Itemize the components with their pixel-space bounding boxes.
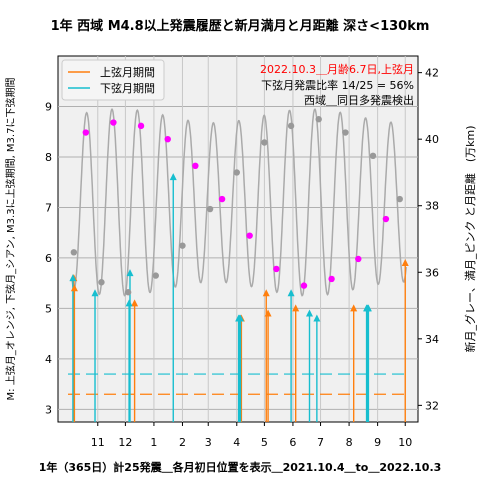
- full-moon-point: [192, 162, 199, 169]
- waning-quake-marker: [236, 314, 244, 322]
- new-moon-point: [98, 279, 105, 286]
- new-moon-point: [124, 289, 132, 296]
- new-moon-point: [233, 169, 240, 176]
- y-tick-right: 40: [425, 133, 439, 146]
- x-tick-label: 2: [179, 436, 186, 449]
- waxing-quake-marker: [264, 309, 272, 317]
- y-tick-left: 3: [45, 403, 52, 416]
- x-tick-label: 10: [398, 436, 412, 449]
- new-moon-point: [342, 129, 349, 136]
- legend-label-waxing: 上弦月期間: [100, 65, 155, 79]
- new-moon-point: [206, 205, 214, 213]
- waning-quake-marker: [169, 173, 177, 181]
- y-tick-left: 4: [45, 353, 52, 366]
- waning-quake-marker: [287, 289, 295, 297]
- full-moon-point: [246, 232, 253, 239]
- full-moon-point: [273, 265, 280, 273]
- annotation-cluster: 西域＿同日多発震検出: [304, 93, 414, 107]
- x-tick-label: 11: [91, 436, 105, 449]
- new-moon-point: [179, 242, 186, 249]
- y-tick-right: 38: [425, 200, 439, 213]
- x-tick-label: 6: [289, 436, 296, 449]
- new-moon-point: [152, 272, 159, 279]
- legend-box: [61, 59, 165, 101]
- y-tick-right: 36: [425, 266, 439, 279]
- full-moon-point: [328, 275, 335, 283]
- waning-quake-marker: [313, 314, 321, 322]
- y-tick-left: 8: [45, 151, 52, 164]
- new-moon-point: [396, 195, 403, 203]
- y-tick-left: 7: [45, 201, 52, 214]
- new-moon-point: [70, 249, 78, 256]
- new-moon-point: [369, 152, 377, 160]
- moon-distance-curve: [71, 107, 407, 297]
- full-moon-point: [164, 135, 171, 143]
- y-tick-right: 42: [425, 67, 439, 80]
- x-tick-label: 9: [374, 436, 381, 449]
- new-moon-point: [261, 139, 268, 146]
- full-moon-point: [82, 129, 90, 136]
- legend: 上弦月期間 下弦月期間: [61, 59, 165, 101]
- y-tick-left: 5: [45, 302, 52, 315]
- full-moon-point: [218, 195, 226, 203]
- full-moon-point: [137, 122, 145, 130]
- waning-quake-marker: [306, 309, 314, 317]
- new-moon-point: [315, 116, 322, 123]
- x-axis-label: 1年（365日）計25発震＿各月初日位置を表示＿2021.10.4＿to＿202…: [39, 460, 442, 474]
- y-axis-label-right: 新月_グレー、満月_ピンク と月距離 (万km): [463, 125, 477, 352]
- chart-title: 1年 西域 M4.8以上発震履歴と新月満月と月距離 深さ<130km: [51, 18, 430, 34]
- waxing-quake-marker: [262, 289, 270, 297]
- waxing-quake-marker: [350, 304, 358, 312]
- x-tick-label: 3: [205, 436, 212, 449]
- y-tick-left: 6: [45, 252, 52, 265]
- annotation-date: 2022.10.3＿月齢6.7日,上弦月: [260, 62, 414, 76]
- markers: [69, 116, 409, 322]
- x-tick-label: 7: [317, 436, 324, 449]
- x-tick-label: 8: [346, 436, 353, 449]
- waning-quake-marker: [91, 289, 99, 297]
- x-tick-label: 4: [233, 436, 240, 449]
- waning-quake-marker: [364, 304, 372, 312]
- waning-quake-marker: [126, 269, 134, 277]
- y-tick-left: 9: [45, 100, 52, 113]
- full-moon-point: [382, 215, 390, 223]
- waxing-quake-marker: [292, 304, 300, 312]
- full-moon-point: [355, 255, 362, 263]
- annotation-ratio: 下弦月発震比率 14/25 = 56%: [261, 78, 414, 92]
- waning-quake-marker: [69, 274, 77, 282]
- waning-quake-marker: [125, 299, 133, 307]
- x-tick-label: 12: [118, 436, 132, 449]
- new-moon-point: [287, 122, 295, 130]
- waxing-quake-marker: [401, 258, 409, 266]
- legend-label-waning: 下弦月期間: [100, 81, 155, 95]
- waxing-quake-marker: [70, 284, 78, 292]
- x-tick-label: 5: [261, 436, 268, 449]
- full-moon-point: [110, 119, 117, 126]
- y-axis-label-left: M: 上弦月_オレンジ, 下弦月_シアン, M3.3に上弦期間, M3.7に下弦…: [4, 78, 17, 401]
- waxing-quake-marker: [131, 299, 139, 307]
- full-moon-point: [300, 282, 308, 289]
- distance-curve-layer: [71, 107, 407, 297]
- x-tick-label: 1: [150, 436, 157, 449]
- y-tick-right: 32: [425, 399, 439, 412]
- y-tick-right: 34: [425, 333, 439, 346]
